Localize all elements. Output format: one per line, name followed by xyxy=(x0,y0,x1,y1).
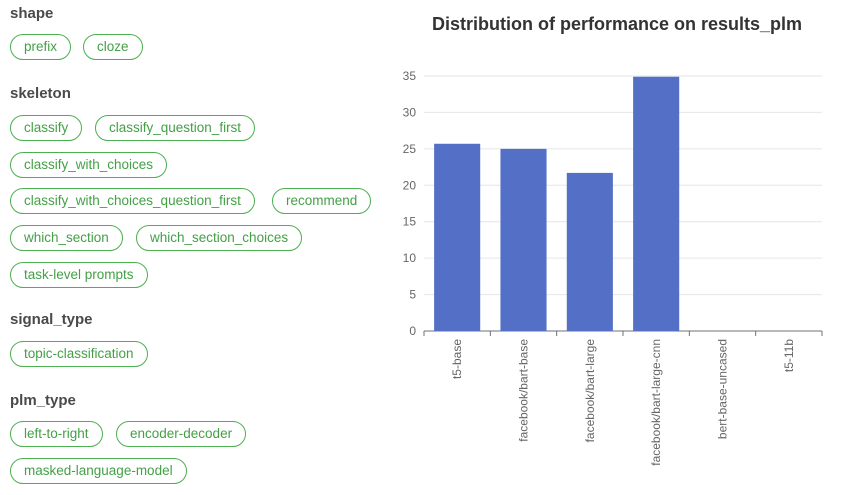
bar[interactable] xyxy=(500,148,547,331)
bar[interactable] xyxy=(566,172,613,331)
y-tick-label: 0 xyxy=(409,324,416,338)
x-tick-label: t5-11b xyxy=(782,339,796,372)
chip-cloze[interactable]: cloze xyxy=(83,34,143,60)
bar[interactable] xyxy=(633,76,680,331)
chip-classify-with-choices[interactable]: classify_with_choices xyxy=(10,152,168,178)
bar[interactable] xyxy=(434,143,481,331)
x-tick-label: facebook/bart-large xyxy=(583,339,597,443)
y-tick-label: 35 xyxy=(403,69,417,83)
chart-panel: Distribution of performance on results_p… xyxy=(400,0,858,495)
section-title-signal-type: signal_type xyxy=(10,311,93,328)
chip-classify[interactable]: classify xyxy=(10,115,83,141)
y-tick-label: 15 xyxy=(403,215,417,229)
chip-task-level-prompts[interactable]: task-level prompts xyxy=(10,262,148,288)
chip-recommend[interactable]: recommend xyxy=(272,188,372,214)
x-tick-label: bert-base-uncased xyxy=(716,339,730,439)
y-tick-label: 10 xyxy=(403,251,417,265)
chip-left-to-right[interactable]: left-to-right xyxy=(10,421,103,447)
section-title-skeleton: skeleton xyxy=(10,85,71,102)
chip-topic-classification[interactable]: topic-classification xyxy=(10,341,148,367)
x-tick-label: facebook/bart-large-cnn xyxy=(649,339,663,466)
section-title-plm-type: plm_type xyxy=(10,392,76,409)
x-tick-label: facebook/bart-base xyxy=(517,339,531,442)
y-tick-label: 25 xyxy=(403,142,417,156)
filter-panel: shape prefix cloze skeleton classify classify… xyxy=(0,0,400,495)
section-title-shape: shape xyxy=(10,5,54,22)
y-tick-label: 30 xyxy=(403,105,417,119)
chip-masked-language-model[interactable]: masked-language-model xyxy=(10,458,187,484)
y-tick-label: 20 xyxy=(403,178,417,192)
chip-prefix[interactable]: prefix xyxy=(10,34,72,60)
chip-classify-with-choices-question-first[interactable]: classify_with_choices_question_first xyxy=(10,188,255,214)
chart-title: Distribution of performance on results_p… xyxy=(431,14,803,34)
chip-which-section[interactable]: which_section xyxy=(10,225,123,251)
y-tick-label: 5 xyxy=(409,288,416,302)
chip-which-section-choices[interactable]: which_section_choices xyxy=(136,225,303,251)
x-tick-label: t5-base xyxy=(450,339,464,379)
chip-classify-question-first[interactable]: classify_question_first xyxy=(95,115,256,141)
chip-encoder-decoder[interactable]: encoder-decoder xyxy=(116,421,247,447)
bar-chart: 0 5 10 15 20 25 30 35 t5-base facebook/bart-base f… xyxy=(403,69,823,466)
